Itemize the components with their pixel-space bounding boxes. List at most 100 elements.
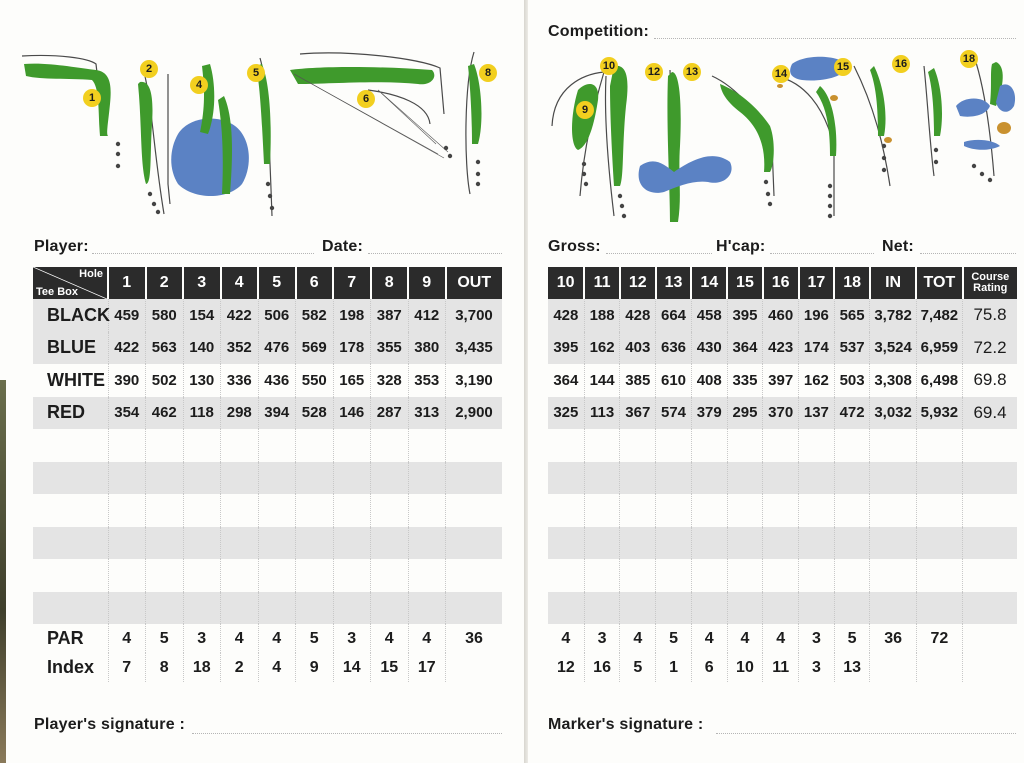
- in-header: IN: [869, 267, 918, 299]
- index-cell: 11: [762, 653, 800, 682]
- out-total: 3,190: [455, 371, 493, 389]
- par-cell: 4: [762, 624, 800, 653]
- yardage-cell: 113: [584, 396, 621, 429]
- marker-signature-field[interactable]: [716, 733, 1016, 734]
- yardage-cell: 580: [145, 299, 184, 332]
- index-cell: 14: [333, 653, 371, 682]
- yardage-cell: 328: [370, 364, 409, 397]
- par-cell: 4: [258, 624, 296, 653]
- course-rating: 72.2: [962, 331, 1017, 364]
- tot-total: 5,932: [916, 396, 964, 429]
- score-row-blank[interactable]: [33, 494, 502, 527]
- yardage-cell: 390: [108, 364, 146, 397]
- yardage-cell: 408: [691, 364, 728, 397]
- hole-marker: 9: [576, 101, 594, 119]
- yardage-cell: 137: [798, 396, 835, 429]
- par-cell: 3: [584, 624, 621, 653]
- yardage-cell: 140: [183, 331, 221, 364]
- yardage-cell: 610: [655, 364, 692, 397]
- par-cell: 3: [333, 624, 371, 653]
- hole-number: 7: [333, 267, 372, 299]
- yardage-cell: 130: [183, 364, 221, 397]
- yardage-cell: 162: [798, 364, 835, 397]
- hole-number: 8: [370, 267, 409, 299]
- score-row-blank[interactable]: [33, 461, 502, 494]
- tee-row-white: 364 144 385 610 408 335 397 162 503 3,30…: [548, 364, 1017, 397]
- teebox-header-label: Tee Box: [36, 286, 78, 298]
- yardage-cell: 353: [408, 364, 446, 397]
- index-cell: 12: [548, 653, 585, 682]
- hole-marker: 10: [600, 57, 618, 75]
- yardage-cell: 528: [295, 396, 334, 429]
- tee-name: BLUE: [33, 331, 109, 364]
- score-row-blank[interactable]: [548, 526, 1017, 559]
- index-cell: 6: [691, 653, 728, 682]
- score-row-blank[interactable]: [33, 591, 502, 624]
- net-field[interactable]: [920, 253, 1016, 254]
- hcap-field[interactable]: [770, 253, 874, 254]
- score-row-blank[interactable]: [548, 429, 1017, 462]
- index-cell: 8: [145, 653, 184, 682]
- yardage-cell: 422: [220, 299, 259, 332]
- yardage-cell: 428: [619, 299, 657, 332]
- in-total: 3,782: [869, 299, 917, 332]
- yardage-cell: 385: [619, 364, 657, 397]
- index-total: [446, 653, 503, 682]
- hole-marker: 1: [83, 89, 101, 107]
- score-row-blank[interactable]: [33, 526, 502, 559]
- hole-number: 18: [834, 267, 871, 299]
- index-cell: 15: [370, 653, 409, 682]
- book-spine: [524, 0, 528, 763]
- score-row-blank[interactable]: [548, 494, 1017, 527]
- score-row-blank[interactable]: [33, 559, 502, 592]
- yardage-cell: 295: [727, 396, 764, 429]
- score-row-blank[interactable]: [548, 559, 1017, 592]
- yardage-cell: 506: [258, 299, 296, 332]
- player-label: Player:: [34, 238, 89, 255]
- date-field[interactable]: [368, 253, 502, 254]
- yardage-cell: 367: [619, 396, 657, 429]
- yardage-cell: 298: [220, 396, 259, 429]
- gross-label: Gross:: [548, 238, 601, 255]
- index-cell: 5: [619, 653, 657, 682]
- back-nine-hole-diagrams: [551, 55, 1016, 222]
- in-total: 3,524: [869, 331, 917, 364]
- score-row-blank[interactable]: [33, 429, 502, 462]
- player-signature-field[interactable]: [192, 733, 502, 734]
- score-row-blank[interactable]: [548, 591, 1017, 624]
- par-total: 36: [465, 629, 483, 647]
- hole-marker: 15: [834, 58, 852, 76]
- course-rating: 75.8: [962, 299, 1017, 332]
- tee-row-black: 428 188 428 664 458 395 460 196 565 3,78…: [548, 299, 1017, 332]
- hole-number: 9: [408, 267, 447, 299]
- hole-number: 12: [619, 267, 657, 299]
- hole-marker: 8: [479, 64, 497, 82]
- index-cell: 10: [727, 653, 764, 682]
- par-cell: 4: [548, 624, 585, 653]
- yardage-cell: 574: [655, 396, 692, 429]
- course-rating: 69.4: [962, 396, 1017, 429]
- tee-box-header: Hole Tee Box: [33, 267, 109, 299]
- tee-row-blue: BLUE 422 563 140 352 476 569 178 355 380…: [33, 331, 502, 364]
- player-field[interactable]: [92, 253, 314, 254]
- yardage-cell: 428: [548, 299, 585, 332]
- competition-label: Competition:: [548, 23, 650, 40]
- hole-number: 6: [295, 267, 334, 299]
- hole-number: 1: [108, 267, 147, 299]
- score-row-blank[interactable]: [548, 461, 1017, 494]
- in-total: 3,032: [869, 396, 917, 429]
- par-tot-total: 72: [916, 624, 964, 653]
- yardage-cell: 563: [145, 331, 184, 364]
- in-total: 3,308: [869, 364, 917, 397]
- hole-marker: 5: [247, 64, 265, 82]
- par-cell: 5: [295, 624, 334, 653]
- yardage-cell: 162: [584, 331, 621, 364]
- hole-number: 10: [548, 267, 586, 299]
- competition-field[interactable]: [654, 38, 1016, 39]
- yardage-cell: 146: [333, 396, 371, 429]
- hole-number: 13: [655, 267, 693, 299]
- yardage-cell: 502: [145, 364, 184, 397]
- gross-field[interactable]: [606, 253, 712, 254]
- tot-total: 6,959: [916, 331, 964, 364]
- par-label: PAR: [33, 624, 109, 653]
